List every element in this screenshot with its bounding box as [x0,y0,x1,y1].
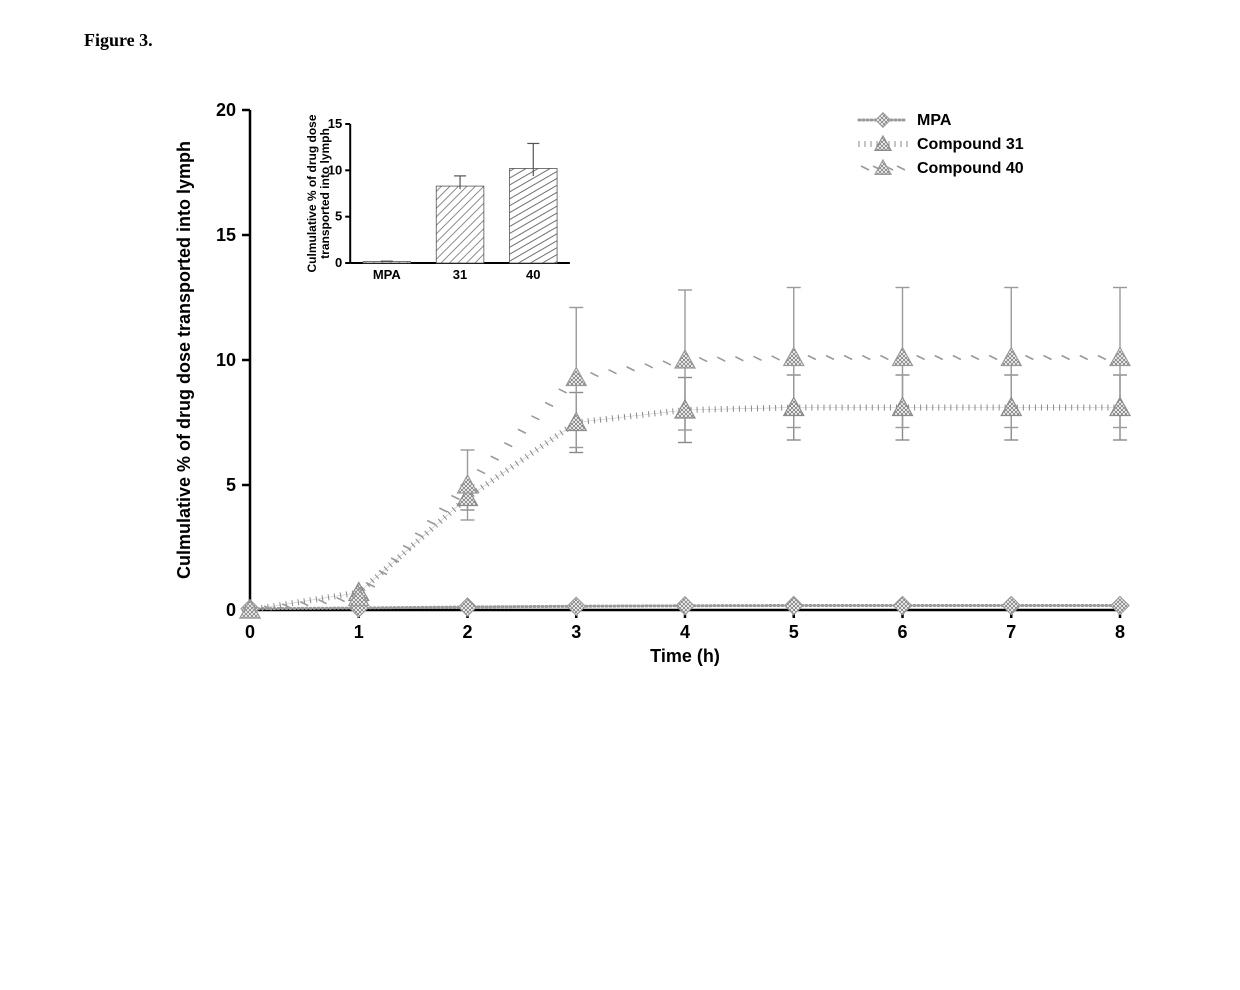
y-tick-label: 20 [216,100,236,120]
inset-bar [509,168,557,263]
inset-bar-chart: 051015MPA3140Culmulative % of drug doset… [305,114,570,282]
inset-bar [436,186,484,263]
figure-caption: Figure 3. [84,30,153,51]
inset-x-tick: 40 [526,267,540,282]
x-tick-label: 2 [462,622,472,642]
x-axis-label: Time (h) [650,646,720,666]
inset-x-tick: 31 [453,267,467,282]
x-tick-label: 6 [897,622,907,642]
inset-y-tick: 0 [335,255,342,270]
y-axis-label: Culmulative % of drug dose transported i… [174,141,194,579]
x-tick-label: 0 [245,622,255,642]
y-tick-label: 15 [216,225,236,245]
main-chart-svg: 0 5 10 15 20 0 1 2 3 4 5 6 7 8 Time (h) Culmulative % o… [140,100,1140,690]
inset-y-tick: 5 [335,209,342,224]
inset-bar [363,262,411,263]
inset-y-label: Culmulative % of drug dosetransported in… [305,114,332,272]
y-tick-label: 5 [226,475,236,495]
inset-x-tick: MPA [373,267,402,282]
x-tick-label: 1 [354,622,364,642]
legend-label: MPA [917,112,952,129]
y-tick-label: 0 [226,600,236,620]
x-tick-label: 4 [680,622,690,642]
x-tick-label: 7 [1006,622,1016,642]
x-tick-label: 3 [571,622,581,642]
x-tick-label: 8 [1115,622,1125,642]
x-tick-label: 5 [789,622,799,642]
legend-label: Compound 40 [917,160,1024,177]
y-tick-label: 10 [216,350,236,370]
main-chart-container: 0 5 10 15 20 0 1 2 3 4 5 6 7 8 Time (h) Culmulative % o… [140,100,1140,690]
legend-label: Compound 31 [917,136,1024,153]
